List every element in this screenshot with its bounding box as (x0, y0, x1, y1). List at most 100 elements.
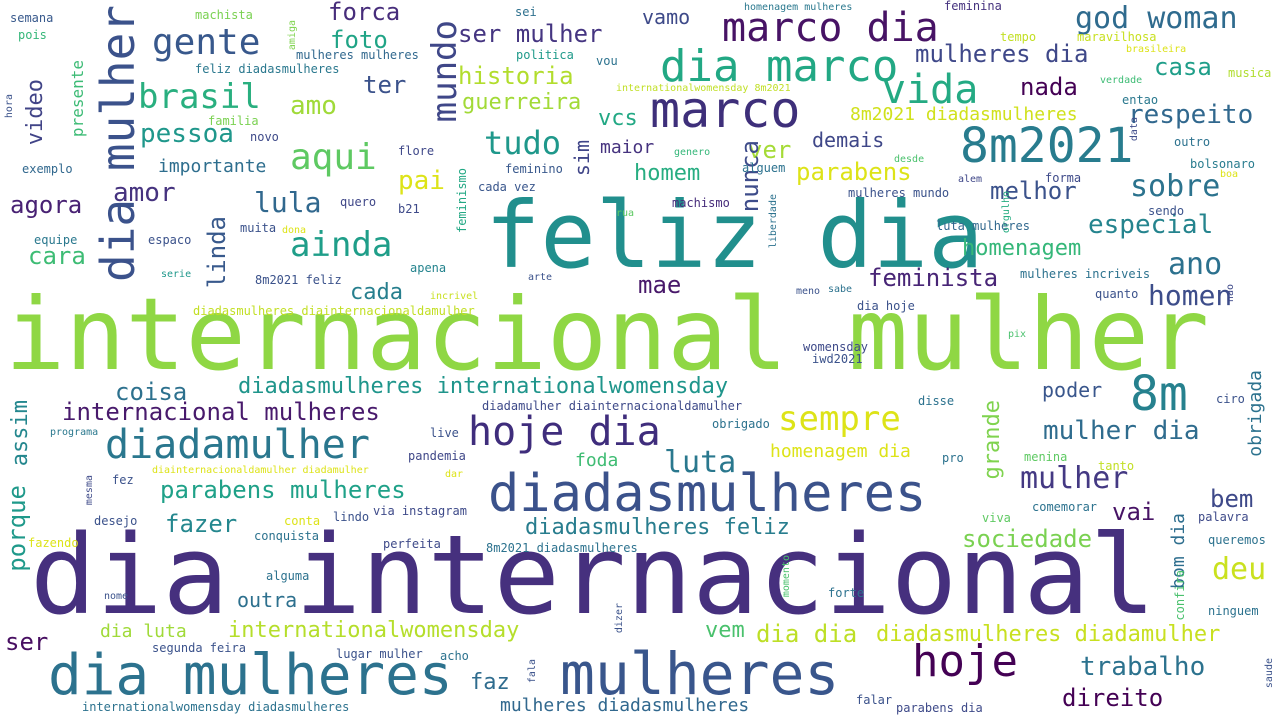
cloud-word: incrivel (430, 291, 479, 302)
cloud-word: diadamulher (105, 422, 370, 468)
cloud-word: momento (781, 555, 792, 598)
cloud-word: musica (1228, 66, 1272, 80)
cloud-word: 8m2021 (960, 118, 1134, 174)
cloud-word: gente (152, 22, 261, 63)
cloud-word: nao (1225, 284, 1236, 303)
cloud-word: iwd2021 (812, 352, 863, 366)
cloud-word: foto (330, 26, 388, 54)
cloud-word: melhor (990, 177, 1077, 205)
cloud-word: bolsonaro (1190, 157, 1256, 171)
cloud-word: amo (290, 91, 337, 121)
cloud-word: dia dia (756, 620, 858, 648)
cloud-word: dia luta (100, 621, 187, 642)
cloud-word: homenagem dia (770, 441, 911, 462)
cloud-word: segunda feira (152, 641, 246, 655)
cloud-word: diadasmulheres (488, 464, 927, 524)
cloud-word: feminista (868, 264, 999, 292)
cloud-word: guerreira (462, 90, 582, 115)
cloud-word: 8m2021 feliz (255, 273, 342, 287)
cloud-word: aqui (290, 137, 377, 178)
cloud-word: obrigada (1245, 370, 1266, 457)
cloud-word: internacional mulher (5, 276, 1210, 393)
cloud-word: sendo (1148, 204, 1185, 218)
cloud-word: programa (50, 427, 99, 438)
cloud-word: 8m2021 diadasmulheres (486, 541, 638, 555)
cloud-word: feliz diadasmulheres (195, 62, 340, 76)
cloud-word: vai (1112, 498, 1156, 526)
cloud-word: diadasmulheres feliz (525, 515, 790, 540)
cloud-word: mulheres mulheres (296, 48, 419, 62)
cloud-word: maior (600, 137, 655, 158)
cloud-word: casa (1154, 53, 1212, 81)
cloud-word: lugar mulher (336, 647, 423, 661)
cloud-word: ter (363, 71, 407, 99)
cloud-word: sobre (1130, 169, 1221, 204)
cloud-word: sim (570, 140, 594, 177)
cloud-word: amiga (287, 20, 298, 51)
cloud-word: falar (856, 693, 893, 707)
cloud-word: brasil (138, 77, 261, 117)
cloud-word: agora (10, 191, 83, 219)
cloud-word: foda (575, 450, 619, 471)
cloud-word: acho (440, 649, 469, 663)
cloud-word: conquista (254, 529, 320, 543)
cloud-word: lula (254, 186, 322, 219)
cloud-word: diadasmulheres diadamulher (876, 622, 1221, 647)
cloud-word: dia internacional (30, 511, 1156, 639)
cloud-word: novo (250, 130, 279, 144)
cloud-word: sei (515, 5, 537, 19)
cloud-word: diainternacionaldamulher diadamulher (152, 465, 369, 476)
cloud-word: mulheres diadasmulheres (500, 695, 750, 716)
cloud-word: genero (674, 147, 711, 158)
cloud-word: tudo (484, 124, 562, 162)
cloud-word: b21 (398, 202, 420, 216)
cloud-word: disse (918, 394, 955, 408)
cloud-word: fazer (165, 510, 238, 538)
cloud-word: homem (634, 161, 701, 186)
cloud-word: fala (527, 659, 538, 684)
cloud-word: pandemia (408, 449, 466, 463)
cloud-word: internationalwomensday (228, 618, 520, 643)
cloud-word: maravilhosa (1077, 30, 1157, 44)
cloud-word: menina (1024, 450, 1068, 464)
cloud-word: dar (445, 469, 464, 480)
cloud-word: confira (1173, 570, 1187, 621)
cloud-word: porque (3, 485, 31, 572)
cloud-word: mulher (1020, 461, 1129, 496)
cloud-word: bem (1210, 485, 1254, 513)
cloud-word: lindo (333, 510, 370, 524)
cloud-word: grande (980, 400, 1005, 480)
cloud-word: 8m2021 diadasmulheres (850, 104, 1078, 125)
cloud-word: internacional mulheres (62, 398, 380, 426)
cloud-word: feminina (944, 0, 1002, 13)
cloud-word: luta (664, 445, 737, 480)
cloud-word: cada (350, 280, 403, 305)
cloud-word: mae (638, 271, 682, 299)
cloud-word: serie (161, 269, 192, 280)
cloud-word: semana (10, 11, 54, 25)
cloud-word: hoje dia (468, 409, 661, 455)
cloud-word: queremos (1208, 533, 1266, 547)
cloud-word: muita (240, 221, 277, 235)
cloud-word: obrigado (712, 417, 770, 431)
cloud-word: saude (1264, 658, 1275, 689)
cloud-word: comemorar (1032, 500, 1098, 514)
cloud-word: data (1129, 117, 1140, 142)
cloud-word: pessoa (140, 119, 234, 149)
cloud-word: alem (958, 174, 983, 185)
cloud-word: diadasmulheres diainternacionaldamulher (193, 304, 475, 318)
cloud-word: mulheres mundo (848, 186, 950, 200)
cloud-word: hora (4, 94, 15, 119)
cloud-word: internationalwomensday diadasmulheres (82, 700, 350, 714)
cloud-word: boa (1220, 169, 1239, 180)
cloud-word: sabe (828, 284, 853, 295)
cloud-word: liberdade (768, 194, 779, 249)
cloud-word: conta (284, 514, 321, 528)
cloud-word: ainda (290, 225, 393, 265)
cloud-word: trabalho (1080, 652, 1206, 682)
cloud-word: fazendo (28, 536, 79, 550)
cloud-word: vem (705, 618, 745, 643)
cloud-word: ser (5, 628, 49, 656)
cloud-word: especial (1088, 210, 1214, 240)
